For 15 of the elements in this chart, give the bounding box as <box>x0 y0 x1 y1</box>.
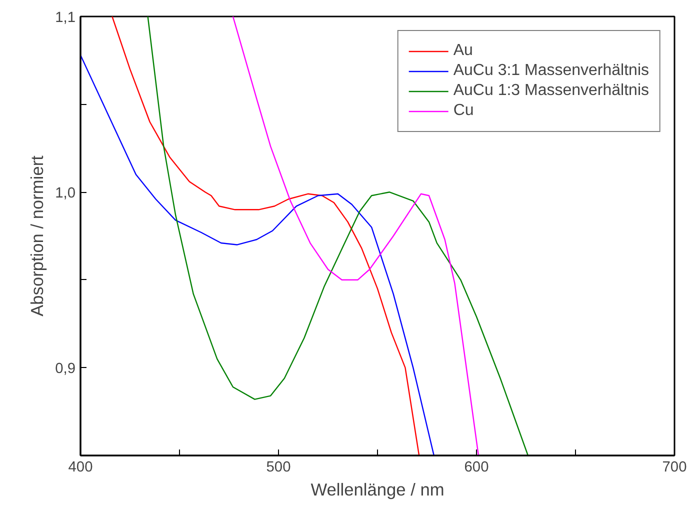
x-tick-label: 400 <box>68 460 93 476</box>
y-tick-label: 1,0 <box>55 186 76 202</box>
legend-label: AuCu 1:3 Massenverhältnis <box>453 82 649 100</box>
legend-label: Au <box>453 42 474 60</box>
x-axis-title: Wellenlänge / nm <box>310 480 444 500</box>
x-tick-label: 600 <box>464 460 489 476</box>
legend-label: AuCu 3:1 Massenverhältnis <box>453 62 649 80</box>
x-tick-label: 700 <box>662 460 687 476</box>
y-tick-label: 0,9 <box>55 361 76 378</box>
line-series <box>80 54 435 456</box>
line-series <box>112 16 420 456</box>
y-tick-label: 1,1 <box>55 10 76 26</box>
y-axis-title: Absorption / normiert <box>27 155 48 316</box>
legend-label: Cu <box>453 102 474 120</box>
x-tick-label: 500 <box>266 460 291 476</box>
